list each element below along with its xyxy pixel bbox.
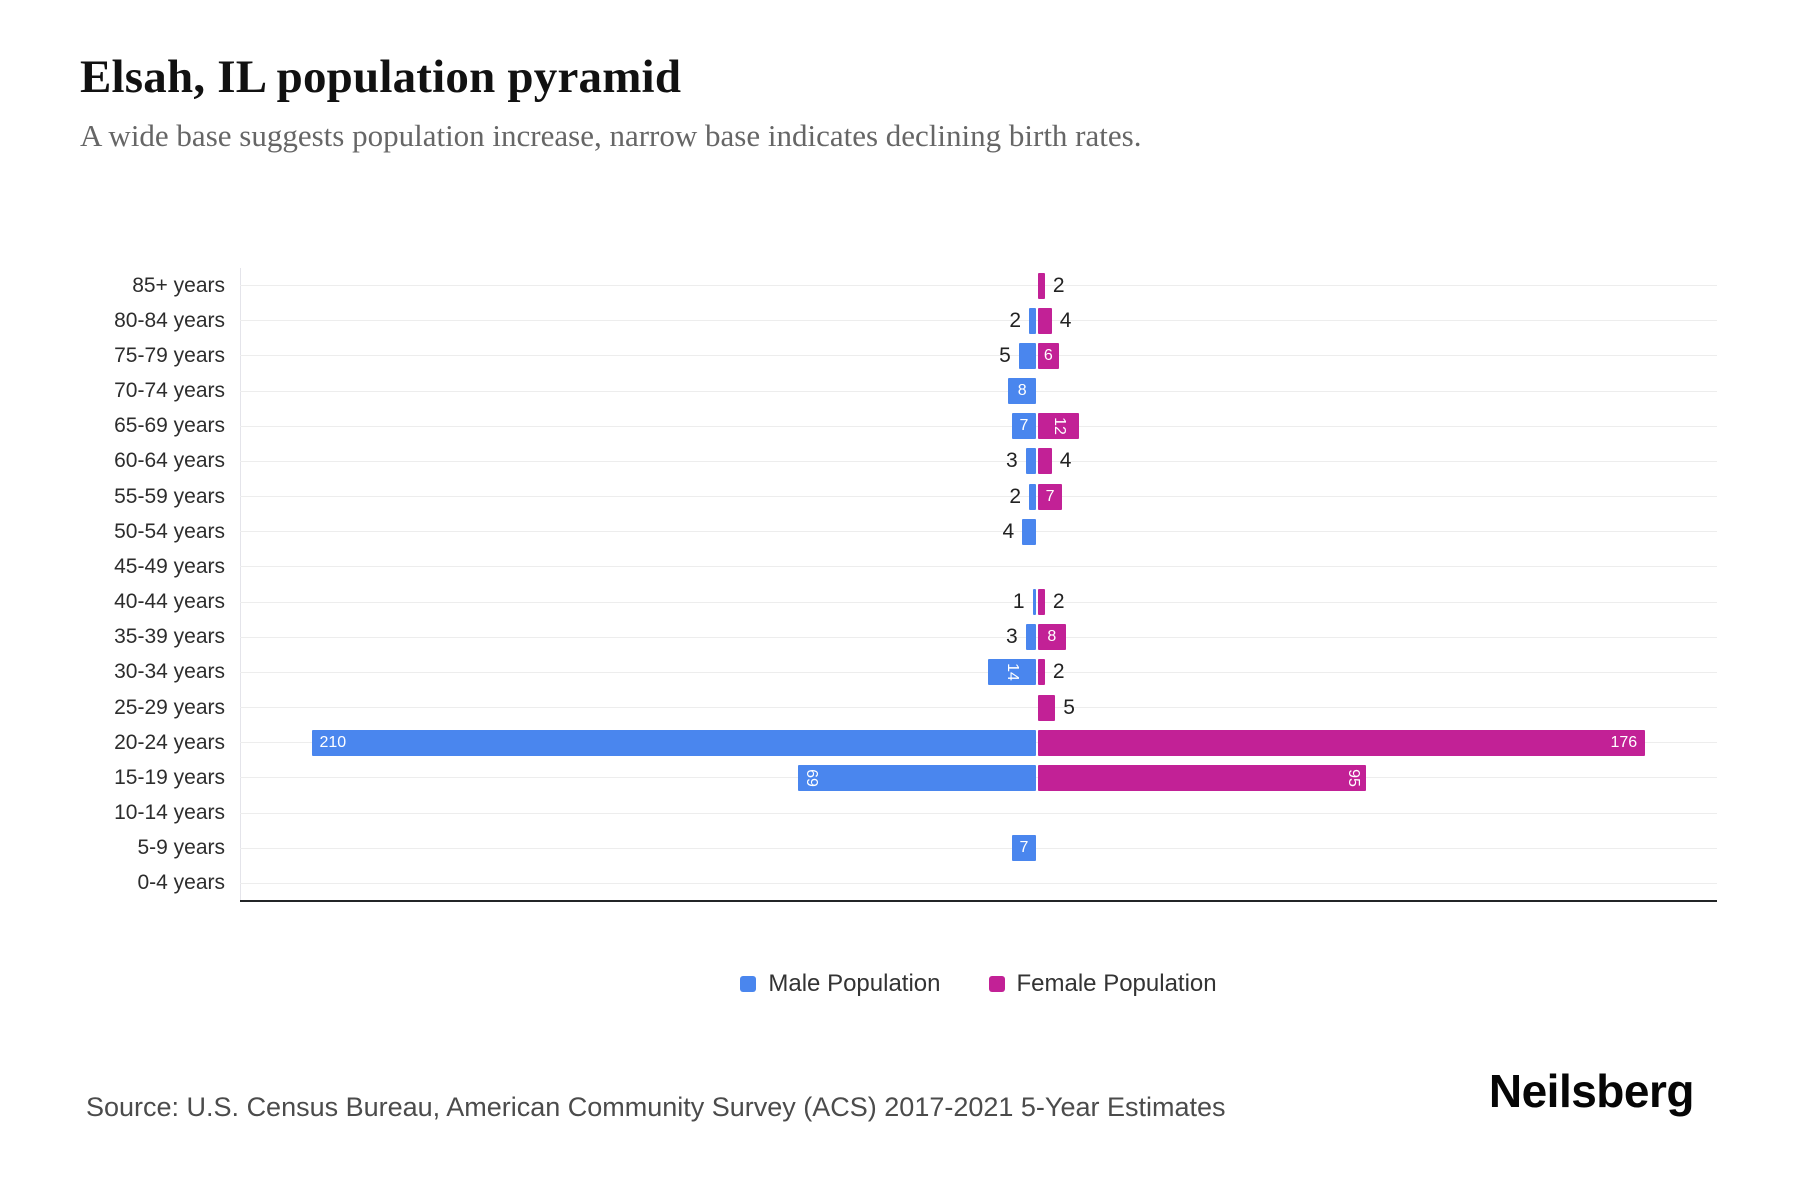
female-bar-55-59-years[interactable]: 7: [1038, 483, 1063, 510]
gridline: [240, 496, 1717, 498]
value-label-male-50-54-years: 4: [1002, 519, 1015, 543]
female-bar-35-39-years[interactable]: 8: [1038, 624, 1066, 651]
age-label-25-29-years: 25-29 years: [114, 695, 225, 719]
female-bar-15-19-years[interactable]: 95: [1038, 764, 1366, 791]
male-bar-20-24-years[interactable]: 210: [311, 729, 1036, 756]
age-label-30-34-years: 30-34 years: [114, 660, 225, 684]
value-label-male-60-64-years: 3: [1005, 449, 1018, 473]
male-bar-50-54-years[interactable]: [1022, 518, 1036, 545]
value-label-male-5-9-years: 7: [1019, 839, 1029, 857]
value-label-male-55-59-years: 2: [1009, 484, 1022, 508]
value-label-male-75-79-years: 5: [999, 343, 1011, 367]
age-label-10-14-years: 10-14 years: [114, 801, 225, 825]
age-label-80-84-years: 80-84 years: [114, 308, 225, 332]
age-label-65-69-years: 65-69 years: [114, 414, 225, 438]
male-bar-65-69-years[interactable]: 7: [1011, 413, 1036, 440]
age-label-50-54-years: 50-54 years: [114, 519, 225, 543]
gridline: [240, 355, 1717, 357]
legend: Male Population Female Population: [240, 970, 1717, 998]
age-label-15-19-years: 15-19 years: [114, 765, 225, 789]
female-bar-60-64-years[interactable]: [1038, 448, 1052, 475]
male-bar-60-64-years[interactable]: [1025, 448, 1036, 475]
value-label-male-65-69-years: 7: [1019, 417, 1029, 435]
female-bar-30-34-years[interactable]: [1038, 659, 1045, 686]
chart-title: Elsah, IL population pyramid: [80, 51, 682, 103]
male-bar-70-74-years[interactable]: 8: [1008, 378, 1036, 405]
value-label-male-70-74-years: 8: [1017, 382, 1027, 400]
center-axis-line: [240, 268, 241, 901]
age-label-70-74-years: 70-74 years: [114, 379, 225, 403]
legend-item-female[interactable]: Female Population: [988, 970, 1217, 998]
male-bar-80-84-years[interactable]: [1029, 307, 1036, 334]
female-bar-80-84-years[interactable]: [1038, 307, 1052, 334]
value-label-female-40-44-years: 2: [1052, 590, 1065, 614]
bottom-axis-line: [240, 900, 1717, 902]
value-label-female-80-84-years: 4: [1059, 308, 1072, 332]
age-label-40-44-years: 40-44 years: [114, 590, 225, 614]
age-label-85-years: 85+ years: [132, 273, 225, 297]
value-label-male-35-39-years: 3: [1005, 625, 1018, 649]
age-label-60-64-years: 60-64 years: [114, 449, 225, 473]
female-legend-label: Female Population: [1016, 970, 1217, 997]
value-label-female-60-64-years: 4: [1059, 449, 1072, 473]
value-label-female-55-59-years: 7: [1045, 487, 1055, 505]
gridline: [240, 671, 1717, 673]
age-label-45-49-years: 45-49 years: [114, 554, 225, 578]
female-bar-65-69-years[interactable]: 12: [1038, 413, 1080, 440]
gridline: [240, 425, 1717, 427]
gridline: [240, 460, 1717, 462]
source-text: Source: U.S. Census Bureau, American Com…: [86, 1092, 1226, 1122]
value-label-female-85-years: 2: [1052, 273, 1065, 297]
age-label-55-59-years: 55-59 years: [114, 484, 225, 508]
gridline: [240, 847, 1717, 849]
male-legend-label: Male Population: [768, 970, 941, 997]
age-label-35-39-years: 35-39 years: [114, 625, 225, 649]
age-label-0-4-years: 0-4 years: [137, 871, 225, 895]
age-label-5-9-years: 5-9 years: [137, 836, 225, 860]
male-bar-55-59-years[interactable]: [1029, 483, 1036, 510]
male-bar-5-9-years[interactable]: 7: [1011, 835, 1036, 862]
female-bar-20-24-years[interactable]: 176: [1038, 729, 1646, 756]
chart-subtitle: A wide base suggests population increase…: [80, 118, 1142, 153]
value-label-female-75-79-years: 6: [1043, 346, 1053, 364]
age-label-20-24-years: 20-24 years: [114, 730, 225, 754]
female-bar-85-years[interactable]: [1038, 272, 1045, 299]
gridline: [240, 566, 1717, 568]
value-label-female-15-19-years: 95: [1344, 769, 1362, 787]
female-bar-25-29-years[interactable]: [1038, 694, 1056, 721]
age-label-75-79-years: 75-79 years: [114, 343, 225, 367]
gridline: [240, 531, 1717, 533]
male-bar-75-79-years[interactable]: [1018, 342, 1036, 369]
gridline: [240, 320, 1717, 322]
neilsberg-logo: Neilsberg: [1488, 1065, 1695, 1117]
male-bar-40-44-years[interactable]: [1032, 589, 1036, 616]
value-label-male-20-24-years: 210: [319, 733, 347, 751]
value-label-male-80-84-years: 2: [1009, 308, 1022, 332]
female-legend-swatch: [988, 976, 1005, 992]
male-legend-swatch: [740, 976, 757, 992]
plot-area: 85+ years 80-84 years 75-79 years 70-74 yea…: [114, 268, 1717, 902]
value-label-female-65-69-years: 12: [1050, 417, 1068, 436]
value-label-female-35-39-years: 8: [1047, 628, 1057, 646]
male-bar-35-39-years[interactable]: [1025, 624, 1036, 651]
value-label-male-30-34-years: 14: [1003, 663, 1021, 682]
female-bar-75-79-years[interactable]: 6: [1038, 342, 1059, 369]
gridline: [240, 812, 1717, 814]
gridline: [240, 390, 1717, 392]
value-label-male-40-44-years: 1: [1012, 590, 1025, 614]
gridline: [240, 882, 1717, 884]
value-label-male-15-19-years: 69: [802, 769, 820, 787]
gridline: [240, 636, 1717, 638]
male-bar-30-34-years[interactable]: 14: [987, 659, 1036, 686]
gridline: [240, 285, 1717, 287]
female-bar-40-44-years[interactable]: [1038, 589, 1045, 616]
legend-item-male[interactable]: Male Population: [740, 970, 941, 998]
gridline: [240, 601, 1717, 603]
value-label-female-25-29-years: 5: [1063, 695, 1075, 719]
value-label-female-20-24-years: 176: [1610, 733, 1638, 751]
value-label-female-30-34-years: 2: [1052, 660, 1065, 684]
male-bar-15-19-years[interactable]: 69: [797, 764, 1036, 791]
gridline: [240, 707, 1717, 709]
